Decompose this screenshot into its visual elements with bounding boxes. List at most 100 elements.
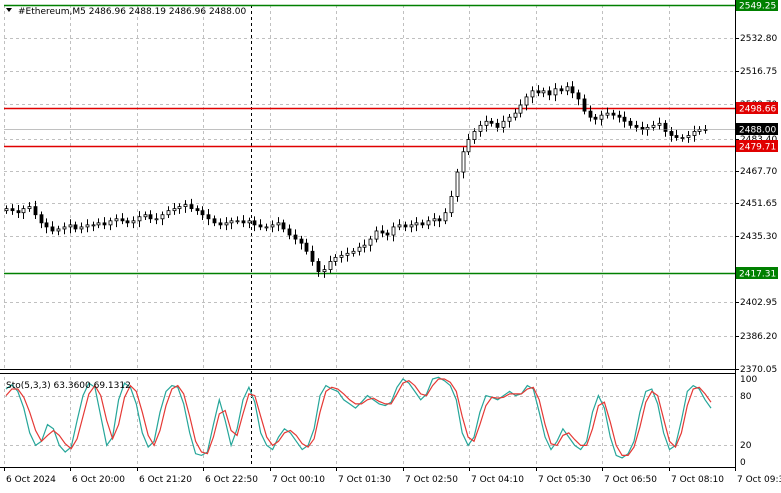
price-tick-label: 2532.80 (740, 34, 777, 44)
candle-body (426, 220, 431, 226)
candle-body (304, 242, 309, 252)
candle-body (154, 218, 159, 221)
candle-body (218, 222, 223, 226)
candle-body (276, 222, 281, 226)
candle-body (559, 88, 564, 92)
candle-body (645, 126, 650, 130)
chart-menu-triangle-icon[interactable] (6, 8, 12, 12)
level-tag-label: 2498.66 (739, 105, 776, 115)
candle-body (166, 210, 171, 216)
oscillator-label: Sto(5,3,3) 63.3600 69.1312 (6, 381, 131, 391)
candle-body (177, 206, 182, 210)
candle-body (547, 90, 552, 96)
time-tick-label: 7 Oct 08:10 (671, 475, 724, 485)
candle-body (385, 232, 390, 236)
candle-body (172, 208, 177, 212)
candle-body (4, 208, 9, 212)
candle-body (108, 220, 113, 226)
level-tag-label: 2549.25 (739, 2, 776, 12)
candle-body (414, 222, 419, 226)
price-tick-label: 2370.05 (740, 365, 777, 375)
candle-body (68, 224, 73, 228)
candle-body (582, 98, 587, 112)
candle-body (640, 126, 645, 130)
candle-body (287, 228, 292, 236)
candle-body (44, 222, 49, 228)
time-tick-label: 7 Oct 00:10 (272, 475, 325, 485)
candle-body (461, 151, 466, 173)
candle-body (570, 86, 575, 94)
candle-body (241, 220, 246, 224)
candle-body (611, 112, 616, 116)
candle-body (617, 114, 622, 118)
candle-body (39, 214, 44, 224)
candle-body (437, 218, 442, 222)
time-tick-label: 7 Oct 02:50 (405, 475, 458, 485)
candle-body (206, 214, 211, 220)
candle-body (674, 135, 679, 138)
candle-body (380, 230, 385, 234)
candle-body (397, 224, 402, 228)
candle-body (692, 131, 697, 136)
level-tag-bg (736, 102, 778, 114)
candle-body (85, 224, 90, 228)
candle-body (310, 250, 315, 262)
candle-body (669, 131, 674, 136)
candle-body (73, 224, 78, 230)
candle-body (536, 90, 541, 94)
candle-body (565, 86, 570, 92)
candle-body (345, 252, 350, 256)
time-tick-label: 6 Oct 2024 (6, 475, 56, 485)
candle-body (293, 234, 298, 240)
candle-body (33, 206, 38, 216)
candle-body (16, 210, 21, 214)
candle-body (420, 222, 425, 226)
candle-body (455, 171, 460, 197)
candle-body (148, 214, 153, 220)
candle-body (120, 218, 125, 222)
candle-body (270, 224, 275, 228)
level-tag-bg (736, 267, 778, 279)
candle-body (663, 122, 668, 132)
level-tag-bg (736, 140, 778, 152)
candle-body (339, 254, 344, 258)
candle-body (501, 120, 506, 128)
candle-body (281, 222, 286, 230)
candle-body (316, 261, 321, 273)
candle-body (62, 226, 67, 230)
candle-body (264, 226, 269, 229)
candle-body (651, 124, 656, 128)
candle-body (443, 212, 448, 222)
candle-body (137, 216, 142, 222)
candle-body (593, 116, 598, 120)
osc-level-label: 80 (740, 392, 752, 402)
candle-body (605, 112, 610, 116)
stoch-d-line (5, 378, 712, 456)
level-tag-label: 2479.71 (739, 143, 776, 153)
price-tick-label: 2467.70 (740, 167, 777, 177)
candle-body (599, 114, 604, 120)
candle-body (634, 124, 639, 128)
price-tick-label: 2451.65 (740, 199, 777, 209)
candle-body (588, 110, 593, 118)
osc-level-label: 100 (740, 375, 757, 385)
time-tick-label: 7 Oct 04:10 (471, 475, 524, 485)
candle-body (489, 120, 494, 124)
candle-body (56, 228, 61, 232)
candle-body (362, 244, 367, 248)
candle-body (553, 88, 558, 96)
candle-body (229, 220, 234, 224)
candle-body (357, 246, 362, 252)
candle-body (409, 224, 414, 228)
candle-body (466, 139, 471, 153)
candle-body (258, 224, 263, 228)
candle-body (322, 269, 327, 273)
candle-body (351, 250, 356, 254)
candle-body (212, 218, 217, 224)
candle-body (224, 222, 229, 226)
candle-body (530, 90, 535, 98)
candle-body (160, 214, 165, 220)
candle-body (235, 220, 240, 223)
